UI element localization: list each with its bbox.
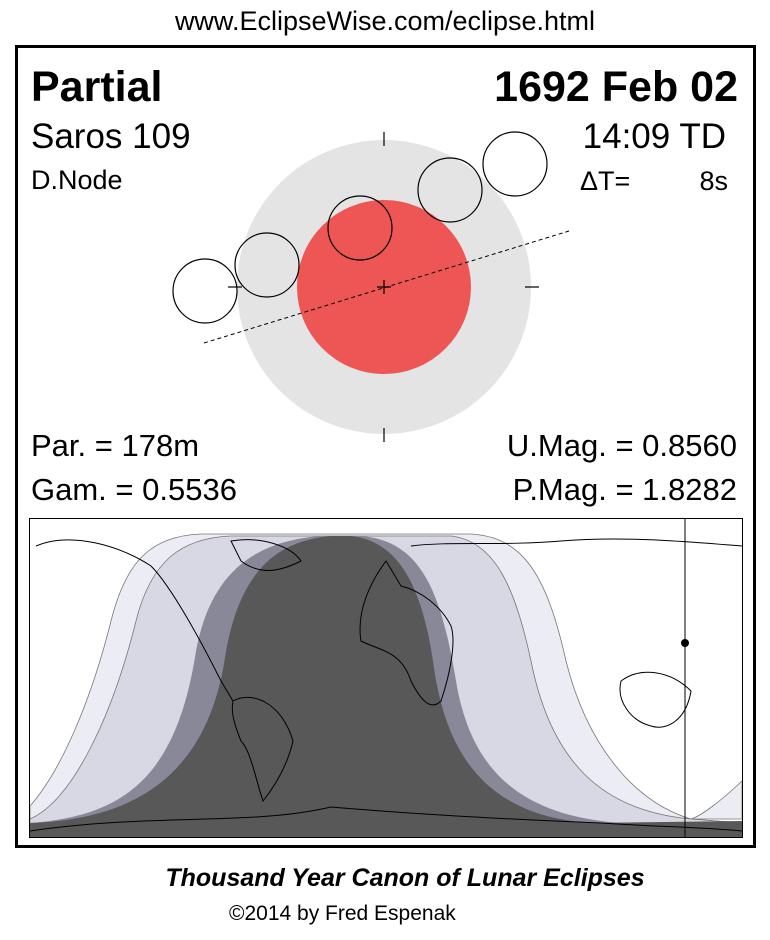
moon-position-max bbox=[327, 195, 393, 261]
moon-path-line bbox=[203, 230, 570, 344]
copyright: ©2014 by Fred Espenak bbox=[229, 902, 456, 925]
umbra-zone bbox=[30, 536, 742, 837]
eclipse-date: 1692 Feb 02 bbox=[494, 63, 738, 111]
eclipse-type: Partial bbox=[31, 63, 163, 111]
eclipse-time: 14:09 TD bbox=[582, 117, 726, 156]
axis-ticks bbox=[228, 132, 539, 442]
umbral-magnitude: U.Mag. = 0.8560 bbox=[506, 428, 737, 463]
moon-position-p1 bbox=[172, 258, 238, 324]
eclipse-panel bbox=[15, 45, 756, 848]
node-label: D.Node bbox=[31, 165, 123, 195]
visibility-map bbox=[29, 518, 743, 838]
canon-title: Thousand Year Canon of Lunar Eclipses bbox=[165, 864, 645, 892]
delta-t-value: 8s bbox=[699, 166, 728, 196]
eclipse-geometry-diagram bbox=[172, 131, 570, 442]
saros-number: Saros 109 bbox=[31, 117, 191, 156]
moon-position-p4 bbox=[482, 131, 548, 197]
penumbral-magnitude: P.Mag. = 1.8282 bbox=[512, 472, 737, 507]
url-header[interactable]: www.EclipseWise.com/eclipse.html bbox=[174, 6, 596, 36]
coastlines bbox=[30, 538, 742, 832]
delta-t-label: ΔT= bbox=[580, 166, 631, 196]
moon-position-u1 bbox=[234, 232, 300, 298]
partial-duration: Par. = 178m bbox=[31, 428, 200, 463]
moon-position-u4 bbox=[417, 157, 483, 223]
sub-lunar-point-marker bbox=[681, 639, 689, 647]
gamma-value: Gam. = 0.5536 bbox=[31, 472, 237, 507]
